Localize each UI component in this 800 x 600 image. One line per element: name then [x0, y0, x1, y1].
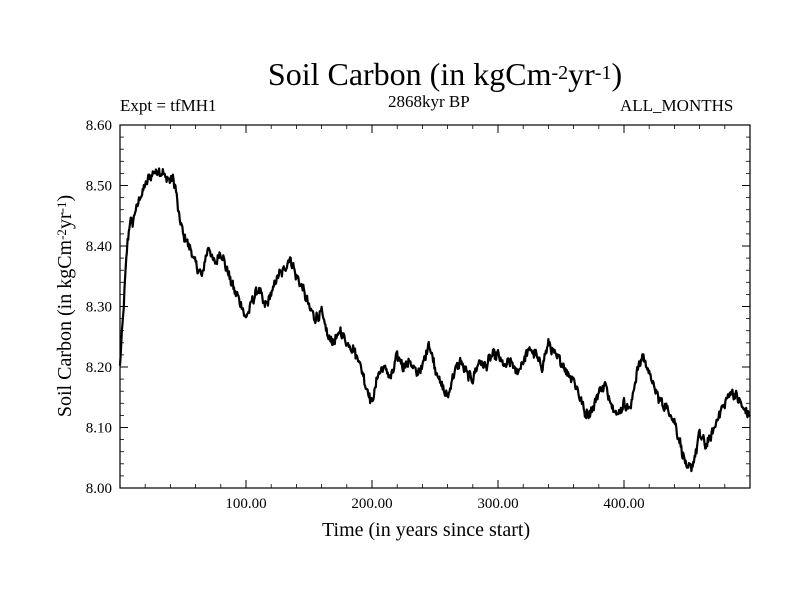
x-tick-label: 200.00	[351, 496, 392, 512]
y-tick-label: 8.50	[86, 179, 112, 195]
y-tick-label: 8.00	[86, 481, 112, 497]
x-tick-label: 100.00	[225, 496, 266, 512]
period-label: 2868kyr BP	[388, 92, 470, 111]
y-tick-label: 8.20	[86, 360, 112, 376]
x-axis-label: Time (in years since start)	[322, 519, 531, 541]
y-tick-label: 8.10	[86, 421, 112, 437]
y-tick-label: 8.60	[86, 118, 112, 134]
chart-title: Soil Carbon (in kgCm-2yr-1)	[267, 56, 623, 92]
y-tick-label: 8.30	[86, 300, 112, 316]
y-tick-label: 8.40	[86, 239, 112, 255]
experiment-label: Expt = tfMH1	[120, 96, 217, 115]
x-tick-label: 400.00	[603, 496, 644, 512]
months-label: ALL_MONTHS	[620, 96, 734, 115]
plot-frame	[119, 124, 751, 489]
x-tick-label: 300.00	[477, 496, 518, 512]
series-line	[118, 167, 751, 473]
